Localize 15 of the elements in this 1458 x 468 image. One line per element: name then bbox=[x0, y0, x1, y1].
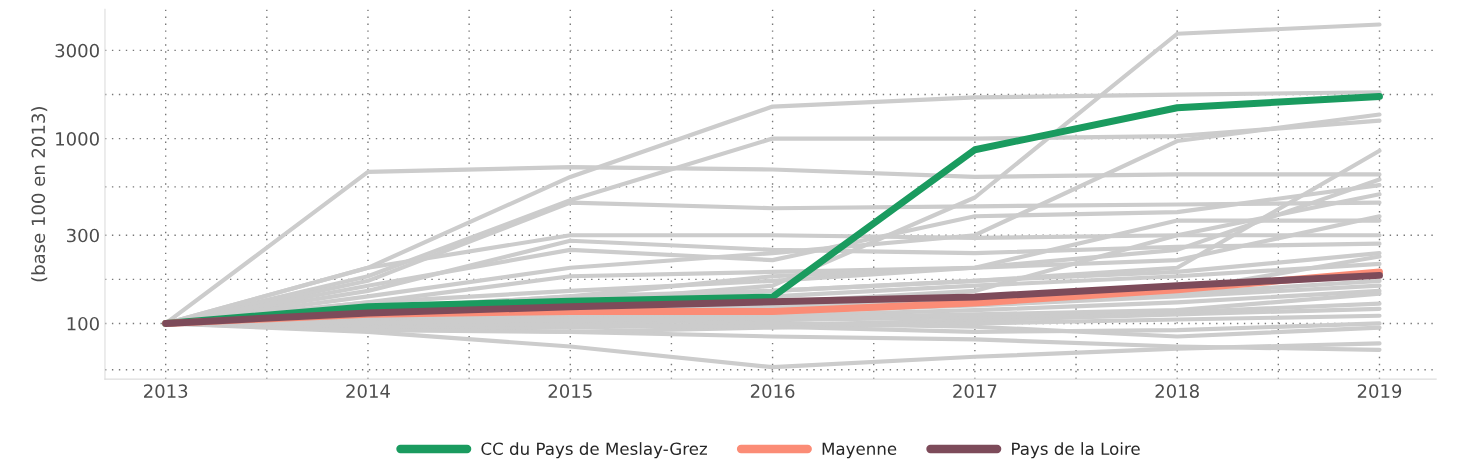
legend-label: Mayenne bbox=[822, 442, 897, 459]
y-tick-label: 100 bbox=[67, 316, 99, 331]
x-tick-label: 2015 bbox=[548, 384, 592, 398]
x-tick-label: 2017 bbox=[953, 384, 997, 398]
x-tick-label: 2013 bbox=[144, 384, 188, 398]
x-tick-label: 2018 bbox=[1155, 384, 1199, 398]
y-tick-label: 3000 bbox=[55, 43, 99, 58]
legend-label: Pays de la Loire bbox=[1012, 442, 1140, 459]
y-tick-label: 1000 bbox=[56, 132, 99, 146]
x-tick-label: 2019 bbox=[1357, 384, 1402, 398]
y-tick-label: 300 bbox=[67, 228, 99, 243]
legend-label: CC du Pays de Meslay-Grez bbox=[481, 442, 707, 459]
x-tick-label: 2016 bbox=[750, 384, 795, 398]
x-tick-label: 2014 bbox=[346, 384, 390, 398]
y-axis-title: (base 100 en 2013) bbox=[31, 107, 48, 282]
